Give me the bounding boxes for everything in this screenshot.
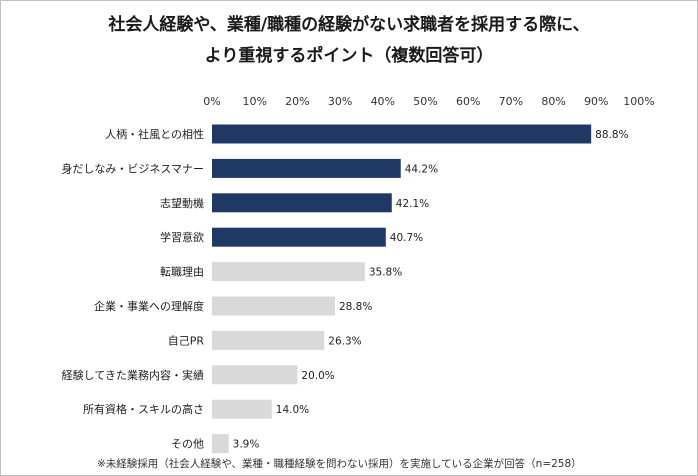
x-tick-label: 50% xyxy=(413,95,437,108)
x-tick-label: 80% xyxy=(541,95,565,108)
bar xyxy=(212,262,365,282)
bar xyxy=(212,158,401,178)
value-label: 88.8% xyxy=(595,129,628,141)
x-tick-label: 70% xyxy=(499,95,523,108)
value-label: 35.8% xyxy=(369,267,402,279)
x-tick-label: 100% xyxy=(623,95,654,108)
value-label: 26.3% xyxy=(328,335,361,347)
x-tick-label: 40% xyxy=(371,95,395,108)
x-tick-label: 90% xyxy=(584,95,608,108)
category-label: 人柄・社風との相性 xyxy=(105,127,204,141)
category-label: 自己PR xyxy=(168,334,205,347)
value-label: 28.8% xyxy=(339,301,372,313)
bar xyxy=(212,227,386,247)
category-label: その他 xyxy=(171,438,204,451)
x-tick-label: 10% xyxy=(242,95,266,108)
value-label: 44.2% xyxy=(405,163,438,175)
value-label: 14.0% xyxy=(276,404,309,416)
category-label: 転職理由 xyxy=(160,265,204,279)
category-label: 所有資格・スキルの高さ xyxy=(83,402,204,416)
bar xyxy=(212,434,229,454)
category-labels: 人柄・社風との相性身だしなみ・ビジネスマナー志望動機学習意欲転職理由企業・事業へ… xyxy=(61,127,204,451)
value-label: 42.1% xyxy=(396,198,429,210)
category-label: 志望動機 xyxy=(160,196,204,210)
category-label: 身だしなみ・ビジネスマナー xyxy=(61,161,204,175)
value-labels: 88.8% 44.2% 42.1% 40.7% 35.8% 28.8% 26.3% 20.0%… xyxy=(233,129,629,451)
bar xyxy=(212,296,335,316)
footnote: ※未経験採用（社会人経験や、業種・職種経験を問わない採用）を実施している企業が回… xyxy=(97,458,582,470)
value-label: 20.0% xyxy=(301,370,334,382)
x-tick-label: 30% xyxy=(328,95,352,108)
category-label: 企業・事業への理解度 xyxy=(94,299,204,313)
bar xyxy=(212,365,298,385)
value-label: 40.7% xyxy=(390,232,423,244)
x-tick-label: 0% xyxy=(203,95,220,108)
category-label: 学習意欲 xyxy=(160,230,204,244)
bar xyxy=(212,124,592,144)
bar xyxy=(212,193,392,213)
bar xyxy=(212,330,325,350)
value-label: 3.9% xyxy=(233,439,260,451)
x-axis-ticks: 0% 10% 20% 30% 40% 50% 60% 70% 80% 90% 100% xyxy=(203,95,654,108)
bar xyxy=(212,399,272,419)
bars xyxy=(212,124,592,454)
category-label: 経験してきた業務内容・実績 xyxy=(62,368,204,382)
x-tick-label: 20% xyxy=(285,95,309,108)
chart-title-line-2: より重視するポイント（複数回答可） xyxy=(204,46,494,66)
x-tick-label: 60% xyxy=(456,95,480,108)
chart-title-line-1: 社会人経験や、業種/職種の経験がない求職者を採用する際に、 xyxy=(108,15,590,35)
